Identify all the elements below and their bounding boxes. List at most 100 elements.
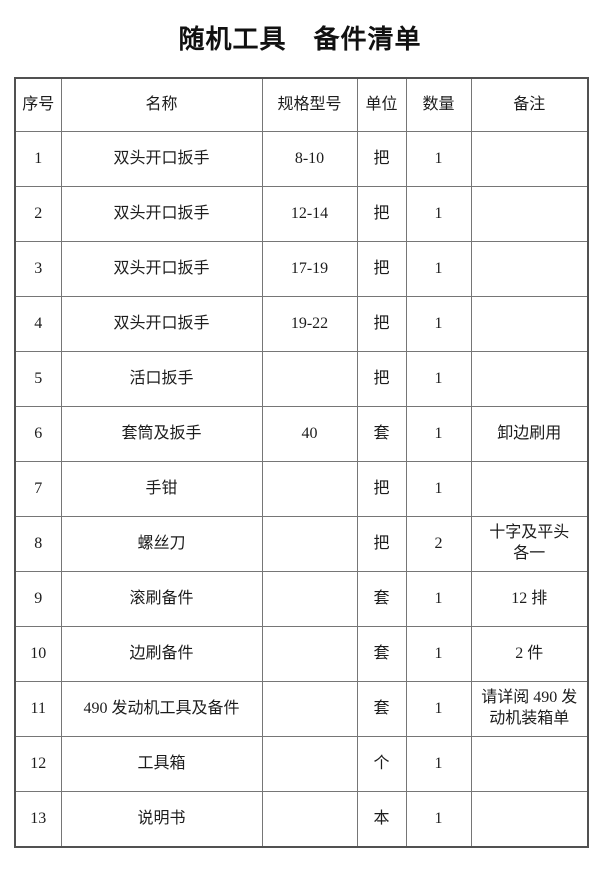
cell-name: 双头开口扳手 <box>60 296 263 352</box>
cell-remark <box>470 131 589 187</box>
cell-remark: 12 排 <box>470 571 589 627</box>
table-row: 5 活口扳手 把 1 <box>14 351 589 407</box>
table-row: 11 490 发动机工具及备件 套 1 请详阅 490 发 动机装箱单 <box>14 681 589 737</box>
cell-name: 手钳 <box>60 461 263 517</box>
cell-unit: 把 <box>356 296 407 352</box>
cell-no: 2 <box>14 186 62 242</box>
cell-unit: 把 <box>356 186 407 242</box>
cell-qty: 1 <box>405 186 472 242</box>
cell-spec <box>261 681 358 737</box>
cell-name: 双头开口扳手 <box>60 241 263 297</box>
cell-qty: 1 <box>405 571 472 627</box>
cell-unit: 把 <box>356 241 407 297</box>
cell-spec <box>261 736 358 792</box>
cell-qty: 1 <box>405 626 472 682</box>
cell-spec <box>261 351 358 407</box>
cell-no: 13 <box>14 791 62 848</box>
table-row: 2 双头开口扳手 12-14 把 1 <box>14 186 589 242</box>
cell-qty: 2 <box>405 516 472 572</box>
cell-name: 双头开口扳手 <box>60 131 263 187</box>
cell-no: 4 <box>14 296 62 352</box>
col-header-remark: 备注 <box>470 77 589 132</box>
cell-no: 8 <box>14 516 62 572</box>
cell-remark <box>470 241 589 297</box>
parts-table: 序号 名称 规格型号 单位 数量 备注 1 双头开口扳手 8-10 把 1 2 双头开口扳手… <box>14 77 589 848</box>
cell-remark <box>470 461 589 517</box>
table-row: 3 双头开口扳手 17-19 把 1 <box>14 241 589 297</box>
cell-name: 活口扳手 <box>60 351 263 407</box>
col-header-unit: 单位 <box>356 77 407 132</box>
cell-qty: 1 <box>405 296 472 352</box>
table-row: 8 螺丝刀 把 2 十字及平头 各一 <box>14 516 589 572</box>
cell-no: 10 <box>14 626 62 682</box>
table-row: 9 滚刷备件 套 1 12 排 <box>14 571 589 627</box>
cell-unit: 把 <box>356 516 407 572</box>
cell-name: 说明书 <box>60 791 263 848</box>
cell-remark: 十字及平头 各一 <box>470 516 589 572</box>
cell-qty: 1 <box>405 131 472 187</box>
cell-qty: 1 <box>405 681 472 737</box>
cell-no: 6 <box>14 406 62 462</box>
cell-no: 9 <box>14 571 62 627</box>
cell-remark <box>470 296 589 352</box>
cell-spec: 40 <box>261 406 358 462</box>
header-row: 序号 名称 规格型号 单位 数量 备注 <box>14 77 589 132</box>
table-row: 1 双头开口扳手 8-10 把 1 <box>14 131 589 187</box>
table-row: 10 边刷备件 套 1 2 件 <box>14 626 589 682</box>
cell-spec: 8-10 <box>261 131 358 187</box>
cell-name: 边刷备件 <box>60 626 263 682</box>
cell-qty: 1 <box>405 351 472 407</box>
cell-remark <box>470 351 589 407</box>
cell-no: 11 <box>14 681 62 737</box>
cell-unit: 个 <box>356 736 407 792</box>
cell-unit: 把 <box>356 461 407 517</box>
col-header-no: 序号 <box>14 77 62 132</box>
cell-unit: 套 <box>356 571 407 627</box>
table-row: 12 工具箱 个 1 <box>14 736 589 792</box>
cell-remark: 卸边刷用 <box>470 406 589 462</box>
cell-unit: 把 <box>356 351 407 407</box>
table-row: 7 手钳 把 1 <box>14 461 589 517</box>
cell-unit: 本 <box>356 791 407 848</box>
cell-spec: 19-22 <box>261 296 358 352</box>
col-header-spec: 规格型号 <box>261 77 358 132</box>
cell-name: 螺丝刀 <box>60 516 263 572</box>
cell-spec <box>261 626 358 682</box>
cell-qty: 1 <box>405 736 472 792</box>
cell-qty: 1 <box>405 461 472 517</box>
table-row: 6 套筒及扳手 40 套 1 卸边刷用 <box>14 406 589 462</box>
table-row: 4 双头开口扳手 19-22 把 1 <box>14 296 589 352</box>
cell-qty: 1 <box>405 791 472 848</box>
cell-no: 3 <box>14 241 62 297</box>
cell-name: 490 发动机工具及备件 <box>60 681 263 737</box>
table-body: 1 双头开口扳手 8-10 把 1 2 双头开口扳手 12-14 把 1 3 双头开口扳手 17-19 把… <box>14 131 589 848</box>
cell-unit: 把 <box>356 131 407 187</box>
col-header-qty: 数量 <box>405 77 472 132</box>
cell-qty: 1 <box>405 406 472 462</box>
cell-spec <box>261 461 358 517</box>
col-header-name: 名称 <box>60 77 263 132</box>
cell-spec: 12-14 <box>261 186 358 242</box>
cell-unit: 套 <box>356 681 407 737</box>
cell-name: 双头开口扳手 <box>60 186 263 242</box>
cell-spec <box>261 791 358 848</box>
cell-no: 5 <box>14 351 62 407</box>
cell-remark: 2 件 <box>470 626 589 682</box>
cell-remark <box>470 736 589 792</box>
cell-qty: 1 <box>405 241 472 297</box>
cell-unit: 套 <box>356 626 407 682</box>
cell-name: 滚刷备件 <box>60 571 263 627</box>
cell-spec <box>261 516 358 572</box>
cell-remark <box>470 186 589 242</box>
cell-remark: 请详阅 490 发 动机装箱单 <box>470 681 589 737</box>
cell-spec <box>261 571 358 627</box>
cell-spec: 17-19 <box>261 241 358 297</box>
cell-remark <box>470 791 589 848</box>
cell-unit: 套 <box>356 406 407 462</box>
page-title: 随机工具 备件清单 <box>178 24 422 54</box>
cell-no: 1 <box>14 131 62 187</box>
table-row: 13 说明书 本 1 <box>14 791 589 848</box>
cell-name: 工具箱 <box>60 736 263 792</box>
cell-no: 12 <box>14 736 62 792</box>
